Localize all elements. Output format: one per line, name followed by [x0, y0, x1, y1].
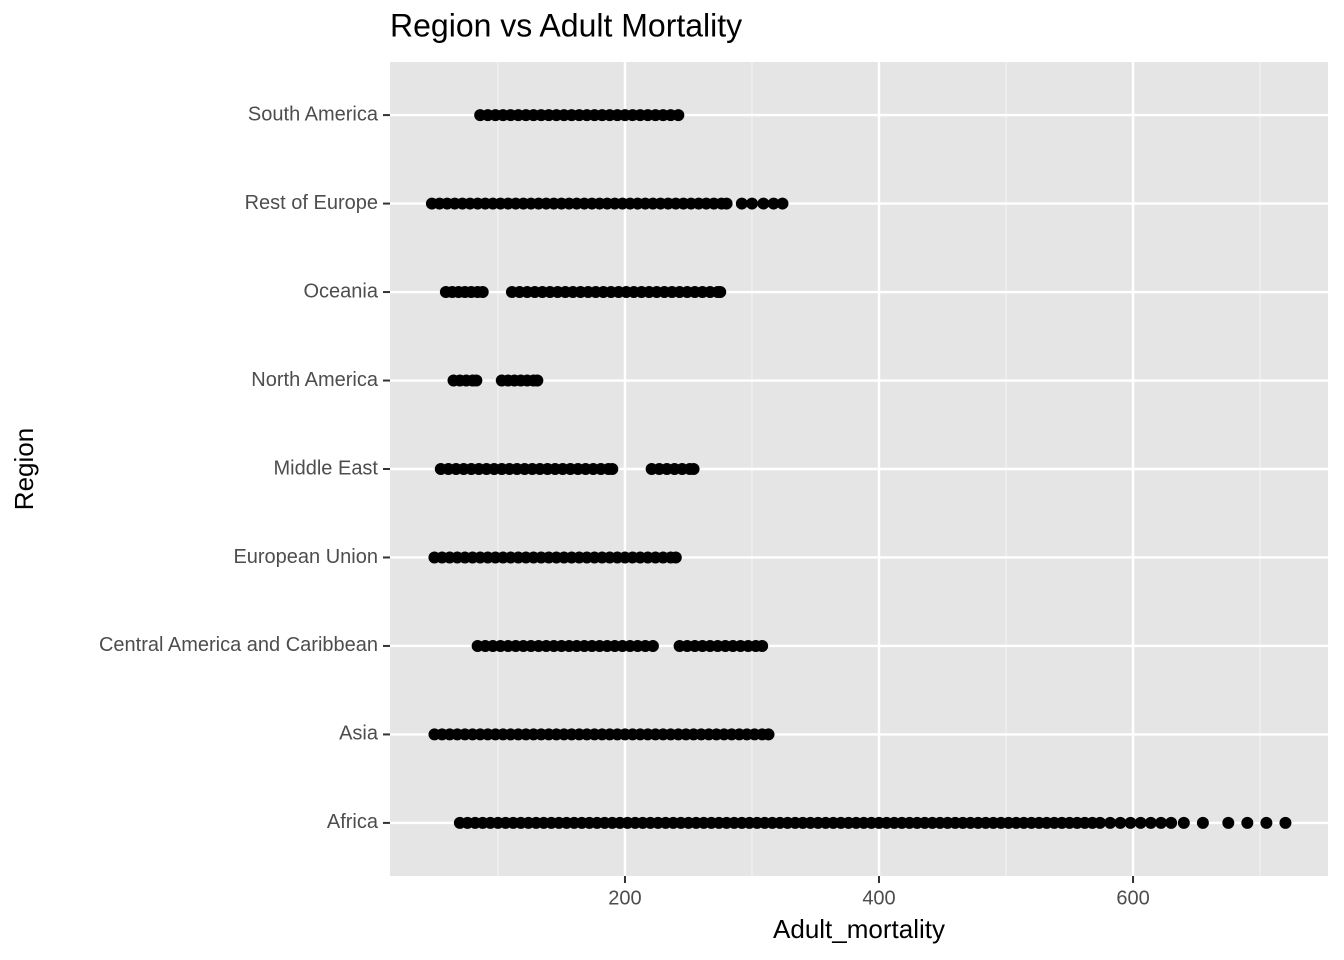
- y-tick-label: Rest of Europe: [245, 192, 378, 214]
- chart-title: Region vs Adult Mortality: [390, 7, 742, 43]
- point: [1222, 816, 1235, 829]
- point: [646, 639, 659, 652]
- y-tick-label: Africa: [327, 811, 379, 833]
- y-tick-label: North America: [251, 369, 379, 391]
- y-tick-label: Middle East: [274, 457, 379, 479]
- point: [762, 728, 775, 741]
- point: [531, 374, 544, 387]
- point: [1154, 816, 1167, 829]
- x-axis-title: Adult_mortality: [773, 914, 945, 944]
- point: [745, 197, 758, 210]
- y-tick-label: Oceania: [304, 280, 379, 302]
- x-tick-label: 600: [1116, 887, 1149, 909]
- point: [1241, 816, 1254, 829]
- point: [1134, 816, 1147, 829]
- point: [756, 639, 769, 652]
- point: [1279, 816, 1292, 829]
- point: [720, 197, 733, 210]
- point: [757, 197, 770, 210]
- y-tick-label: South America: [248, 103, 379, 125]
- y-tick-label: European Union: [233, 546, 378, 568]
- point: [767, 197, 780, 210]
- point: [1165, 816, 1178, 829]
- y-tick-label: Central America and Caribbean: [99, 634, 378, 656]
- point: [1114, 816, 1127, 829]
- y-axis-title: Region: [9, 428, 39, 510]
- point: [1196, 816, 1209, 829]
- point: [1177, 816, 1190, 829]
- point: [776, 197, 789, 210]
- x-tick-label: 200: [608, 887, 641, 909]
- point: [1104, 816, 1117, 829]
- point: [735, 197, 748, 210]
- point: [1124, 816, 1137, 829]
- point: [606, 463, 619, 475]
- point: [1094, 816, 1107, 829]
- point: [1260, 816, 1273, 829]
- point: [1144, 816, 1157, 829]
- point: [687, 463, 700, 475]
- point: [672, 109, 685, 122]
- y-tick-label: Asia: [339, 723, 379, 745]
- point: [476, 286, 489, 299]
- point: [669, 551, 682, 564]
- point: [470, 374, 483, 387]
- point: [714, 286, 727, 299]
- x-tick-label: 400: [862, 887, 895, 909]
